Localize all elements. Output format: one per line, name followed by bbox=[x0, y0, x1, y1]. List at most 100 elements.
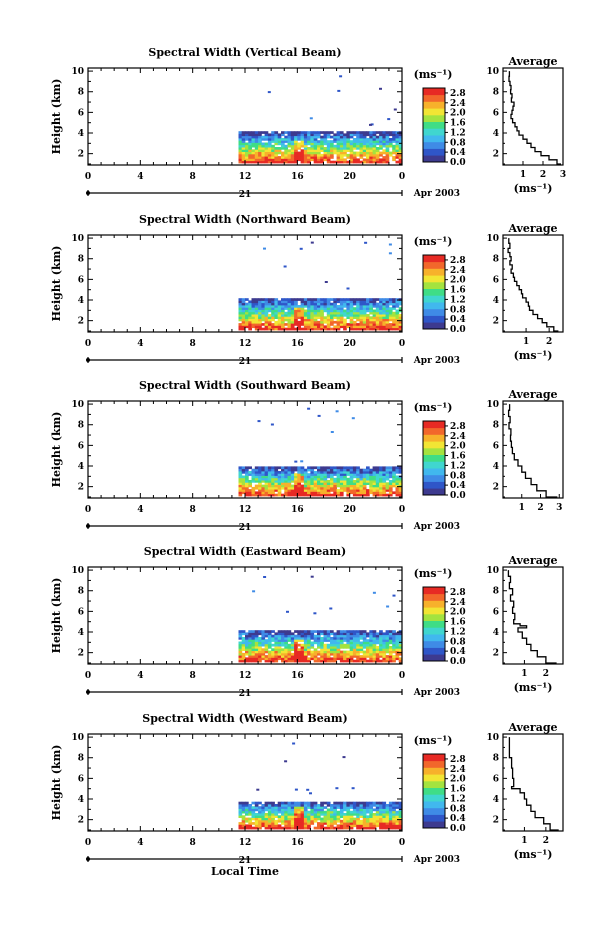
heatmap-cell bbox=[349, 826, 354, 830]
heatmap-cell bbox=[362, 484, 367, 488]
heatmap-cell bbox=[238, 302, 243, 306]
profile-y-tick-label: 4 bbox=[493, 129, 499, 139]
day-label: 21 bbox=[239, 523, 252, 533]
heatmap-cell bbox=[300, 639, 305, 642]
heatmap-cell bbox=[352, 298, 357, 301]
heatmap-cell bbox=[307, 407, 311, 410]
heatmap-cell bbox=[362, 314, 367, 317]
heatmap-cell bbox=[362, 133, 367, 137]
heatmap-cell bbox=[294, 314, 298, 317]
heatmap-cell bbox=[326, 634, 331, 638]
heatmap-cell bbox=[261, 652, 266, 656]
heatmap-cell bbox=[271, 133, 275, 137]
heatmap-cell bbox=[307, 311, 311, 315]
heatmap-cell bbox=[356, 151, 360, 155]
heatmap-cell bbox=[254, 657, 259, 661]
heatmap-cell bbox=[362, 153, 367, 157]
heatmap-cell bbox=[356, 493, 360, 497]
heatmap-cell bbox=[258, 652, 262, 656]
heatmap-cell bbox=[267, 646, 272, 649]
heatmap-cell bbox=[366, 493, 370, 497]
heatmap-cell bbox=[300, 493, 305, 497]
heatmap-cell bbox=[281, 314, 285, 317]
heatmap-cell bbox=[343, 804, 347, 807]
heatmap-cell bbox=[359, 302, 364, 306]
colorbar-segment bbox=[423, 421, 445, 429]
heatmap-cell bbox=[251, 151, 256, 155]
heatmap-cell bbox=[290, 641, 295, 645]
heatmap-cell bbox=[264, 144, 269, 148]
heatmap-cell bbox=[248, 659, 252, 663]
heatmap-cell bbox=[366, 142, 370, 146]
heatmap-cell bbox=[343, 466, 347, 470]
heatmap-cell bbox=[241, 305, 246, 308]
x-tick-label: 0 bbox=[399, 339, 405, 349]
heatmap-cell bbox=[379, 655, 383, 658]
heatmap-cell bbox=[385, 320, 390, 324]
heatmap-cell bbox=[369, 149, 373, 152]
heatmap-cell bbox=[294, 634, 298, 638]
heatmap-cell bbox=[343, 650, 347, 654]
heatmap-cell bbox=[362, 316, 367, 319]
heatmap-cell bbox=[238, 489, 243, 492]
heatmap-cell bbox=[356, 309, 360, 313]
heatmap-cell bbox=[290, 318, 295, 322]
heatmap-cell bbox=[330, 307, 334, 310]
heatmap-cell bbox=[251, 817, 256, 821]
heatmap-cell bbox=[294, 305, 298, 308]
heatmap-cell bbox=[248, 153, 252, 157]
heatmap-cell bbox=[271, 309, 275, 313]
heatmap-cell bbox=[267, 819, 272, 823]
heatmap-cell bbox=[372, 302, 377, 306]
colorbar-segment bbox=[423, 141, 445, 149]
heatmap-cell bbox=[303, 657, 308, 661]
colorbar-tick-label: 2.0 bbox=[450, 775, 466, 785]
heatmap-cell bbox=[333, 817, 337, 821]
heatmap-cell bbox=[274, 158, 279, 162]
heatmap-cell bbox=[290, 475, 295, 479]
heatmap-cell bbox=[297, 142, 301, 146]
heatmap-cell bbox=[310, 655, 315, 658]
heatmap-cell bbox=[245, 637, 249, 640]
colorbar-tick-label: 0.0 bbox=[450, 657, 466, 667]
heatmap-cell bbox=[339, 477, 344, 481]
heatmap-cell bbox=[297, 491, 301, 495]
heatmap-cell bbox=[290, 471, 295, 474]
heatmap-cell bbox=[326, 131, 331, 134]
heatmap-cell bbox=[294, 138, 298, 141]
heatmap-cell bbox=[281, 650, 285, 654]
heatmap-cell bbox=[392, 804, 396, 807]
heatmap-cell bbox=[264, 801, 269, 805]
heatmap-cell bbox=[359, 471, 364, 474]
heatmap-cell bbox=[323, 149, 328, 152]
heatmap-cell bbox=[385, 810, 390, 814]
colorbar-segment bbox=[423, 261, 445, 269]
heatmap-cell bbox=[339, 153, 344, 157]
heatmap-cell bbox=[310, 466, 315, 470]
heatmap-cell bbox=[303, 484, 308, 488]
heatmap-cell bbox=[258, 323, 262, 326]
heatmap-cell bbox=[379, 493, 383, 497]
heatmap-cell bbox=[349, 471, 354, 474]
heatmap-cell bbox=[398, 650, 403, 654]
heatmap-cell bbox=[284, 652, 288, 656]
heatmap-cell bbox=[362, 323, 367, 326]
heatmap-cell bbox=[248, 480, 252, 483]
heatmap-cell bbox=[323, 138, 328, 141]
heatmap-cell bbox=[300, 655, 305, 658]
colorbar-tick-label: 1.2 bbox=[450, 627, 466, 637]
heatmap-cell bbox=[277, 327, 282, 331]
heatmap-cell bbox=[379, 144, 383, 148]
heatmap-cell bbox=[248, 151, 252, 155]
heatmap-cell bbox=[248, 471, 252, 474]
heatmap-cell bbox=[267, 652, 272, 656]
colorbar-tick-label: 0.8 bbox=[450, 138, 466, 148]
colorbar-tick-label: 2.4 bbox=[450, 266, 466, 276]
heatmap-cell bbox=[352, 659, 357, 663]
colorbar-tick-label: 0.8 bbox=[450, 471, 466, 481]
heatmap-cell bbox=[392, 477, 396, 481]
heatmap-cell bbox=[264, 158, 269, 162]
heatmap-cell bbox=[271, 808, 275, 812]
heatmap-cell bbox=[382, 320, 387, 324]
heatmap-cell bbox=[267, 810, 272, 814]
